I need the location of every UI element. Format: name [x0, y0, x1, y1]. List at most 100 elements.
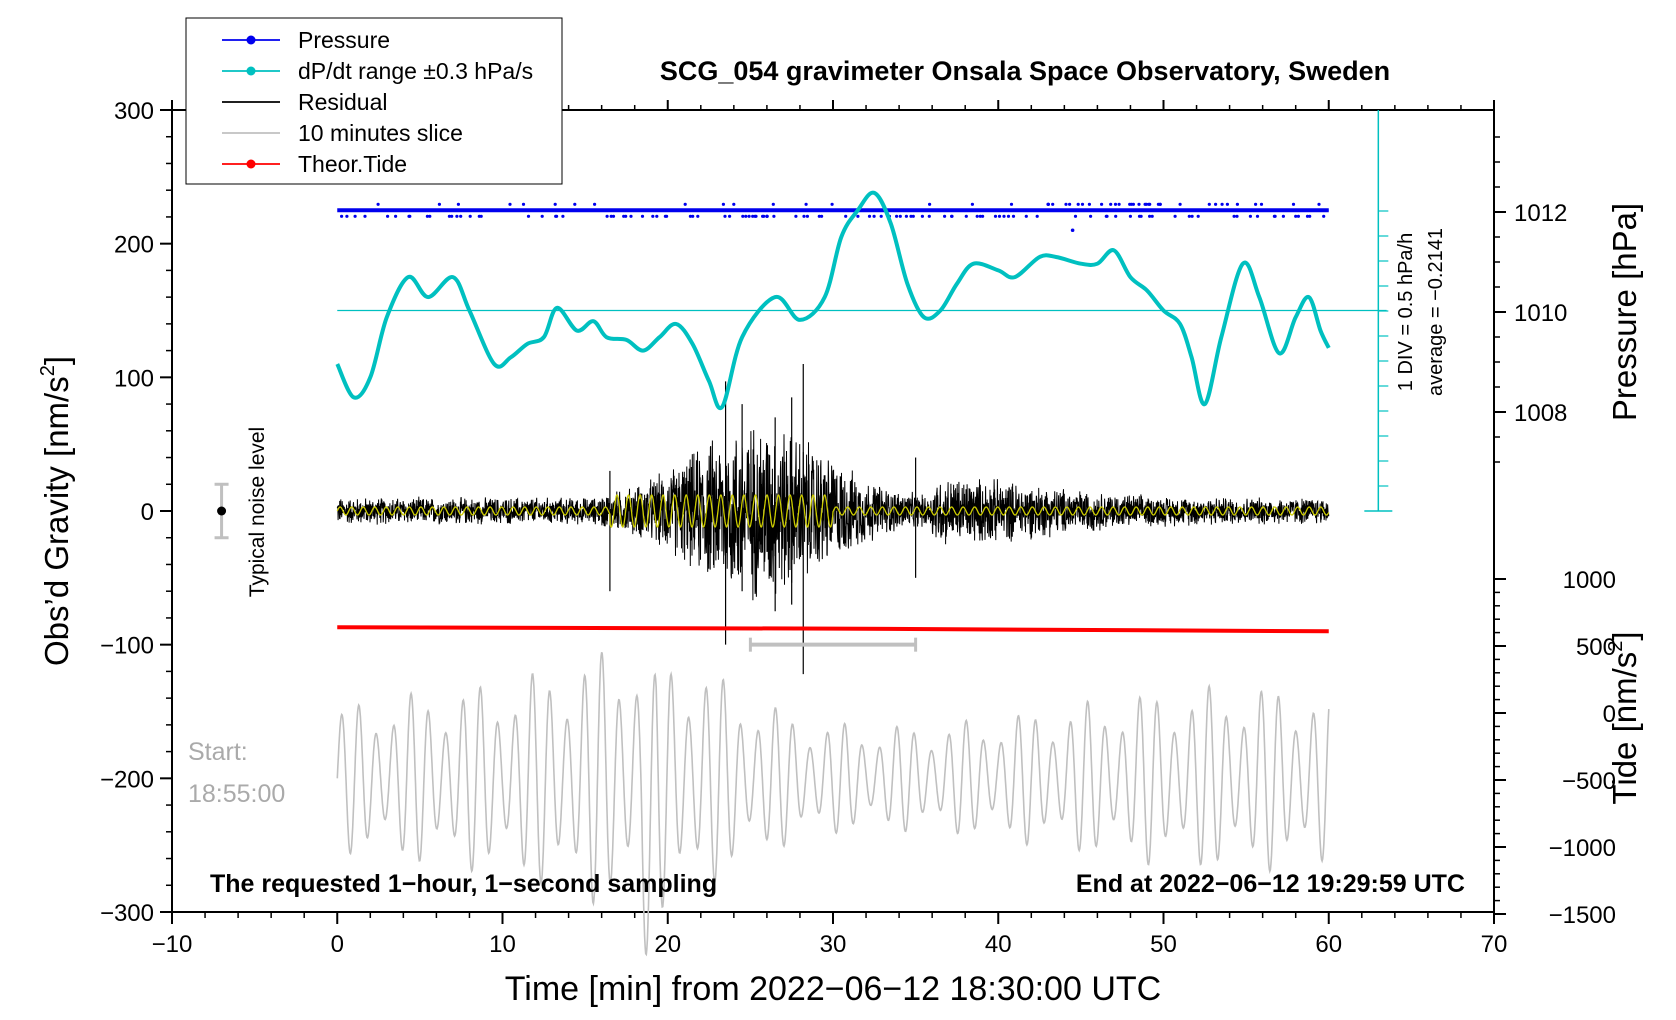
pressure-point — [593, 202, 597, 206]
pressure-point — [688, 214, 693, 218]
pressure-point — [573, 202, 577, 206]
pressure-point — [964, 214, 968, 218]
pressure-point — [892, 208, 896, 212]
legend-label: Theor.Tide — [298, 151, 407, 177]
pressure-point — [1035, 214, 1039, 218]
pressure-point — [1150, 214, 1154, 218]
pressure-point — [1109, 202, 1113, 206]
pressure-axis: 1012 1010 1008 — [1494, 136, 1567, 463]
pressure-point — [1080, 208, 1084, 212]
pressure-point — [911, 214, 915, 218]
pressure-point — [1105, 214, 1109, 218]
pressure-point — [1137, 202, 1141, 206]
pressure-point — [344, 208, 348, 212]
pressure-point — [629, 214, 633, 218]
pressure-point — [1009, 202, 1014, 206]
pressure-point — [455, 214, 459, 218]
pressure-point — [696, 214, 700, 218]
y-left-tick-label: 0 — [141, 499, 154, 526]
pressure-point — [1291, 202, 1296, 206]
pressure-point — [956, 208, 960, 212]
pressure-point — [1269, 208, 1273, 212]
y-left-axis-label: Obs’d Gravity [nm/s2] — [37, 356, 75, 666]
pressure-point — [802, 214, 806, 218]
pressure-point — [721, 202, 726, 206]
pressure-point — [769, 208, 773, 212]
pressure-point — [1229, 208, 1234, 212]
pressure-point — [1089, 214, 1093, 218]
tide-tick-label: −500 — [1562, 768, 1616, 795]
y-left-tick-label: −300 — [100, 900, 154, 927]
x-tick-label: 70 — [1481, 931, 1508, 958]
pressure-point — [1152, 208, 1156, 212]
pressure-point — [502, 208, 506, 212]
tide-tick-label: 0 — [1603, 701, 1616, 728]
pressure-point — [867, 214, 872, 218]
pressure-point — [820, 214, 824, 218]
div-scale-label: 1 DIV = 0.5 hPa/h — [1395, 233, 1417, 391]
pressure-point — [1089, 208, 1093, 212]
pressure-point — [741, 214, 745, 218]
pressure-point — [1190, 214, 1194, 218]
pressure-point — [479, 214, 483, 218]
pressure-point — [655, 214, 659, 218]
pressure-point — [750, 208, 754, 212]
pressure-point — [1219, 208, 1223, 212]
pressure-point — [1070, 228, 1075, 233]
tide-tick-label: −1500 — [1549, 902, 1616, 929]
pressure-point — [435, 208, 439, 212]
pressure-point — [355, 208, 359, 212]
pressure-point — [1144, 202, 1148, 206]
pressure-point — [376, 202, 380, 206]
pressure-point — [1068, 202, 1072, 206]
legend-marker — [246, 159, 256, 169]
pressure-point — [1252, 208, 1256, 212]
pressure-point — [1296, 214, 1300, 218]
pressure-point — [630, 208, 635, 212]
x-tick-label: −10 — [152, 931, 193, 958]
y-left-label-close: ] — [38, 356, 75, 365]
tide-series — [337, 625, 1329, 652]
pressure-point — [1225, 208, 1229, 212]
pressure-axis-label: Pressure [hPa] — [1606, 203, 1643, 421]
pressure-point — [808, 208, 812, 212]
pressure-point — [609, 214, 613, 218]
pressure-point — [791, 208, 795, 212]
pressure-point — [732, 202, 736, 206]
start-label: Start: — [188, 738, 248, 766]
pressure-point — [1259, 202, 1264, 206]
dpdt-scale-bar — [1364, 110, 1393, 512]
pressure-point — [428, 214, 432, 218]
pressure-point — [785, 208, 789, 212]
tide-tick-label: 500 — [1576, 634, 1616, 661]
pressure-point — [899, 208, 904, 212]
y-left-tick-label: 300 — [114, 98, 154, 125]
pressure-point — [1202, 208, 1206, 212]
pressure-point — [1117, 202, 1121, 206]
dpdt-line — [335, 190, 1331, 411]
bottom-left-note: The requested 1−hour, 1−second sampling — [210, 870, 717, 898]
bottom-right-note: End at 2022−06−12 19:29:59 UTC — [1076, 870, 1465, 898]
pressure-point — [1274, 208, 1279, 212]
pressure-point — [601, 208, 605, 212]
pressure-point — [920, 214, 925, 218]
pressure-point — [1006, 214, 1011, 218]
pressure-point — [1114, 214, 1118, 218]
pressure-point — [1179, 208, 1183, 212]
pressure-point — [992, 208, 996, 212]
pressure-point — [553, 202, 557, 206]
tide-axis-label: Tide [nm/s2] — [1605, 631, 1643, 804]
residual-series — [336, 363, 1330, 675]
pressure-point — [1209, 208, 1213, 212]
pressure-point — [1322, 214, 1326, 218]
pressure-point — [898, 214, 902, 218]
pressure-point — [856, 214, 860, 218]
legend-label: Pressure — [298, 27, 390, 53]
pressure-point — [1148, 202, 1152, 206]
pressure-point — [595, 208, 599, 212]
pressure-point — [1207, 202, 1211, 206]
x-tick-label: 20 — [654, 931, 681, 958]
pressure-point — [1273, 214, 1277, 218]
pressure-point — [971, 208, 976, 212]
pressure-point — [459, 214, 463, 218]
